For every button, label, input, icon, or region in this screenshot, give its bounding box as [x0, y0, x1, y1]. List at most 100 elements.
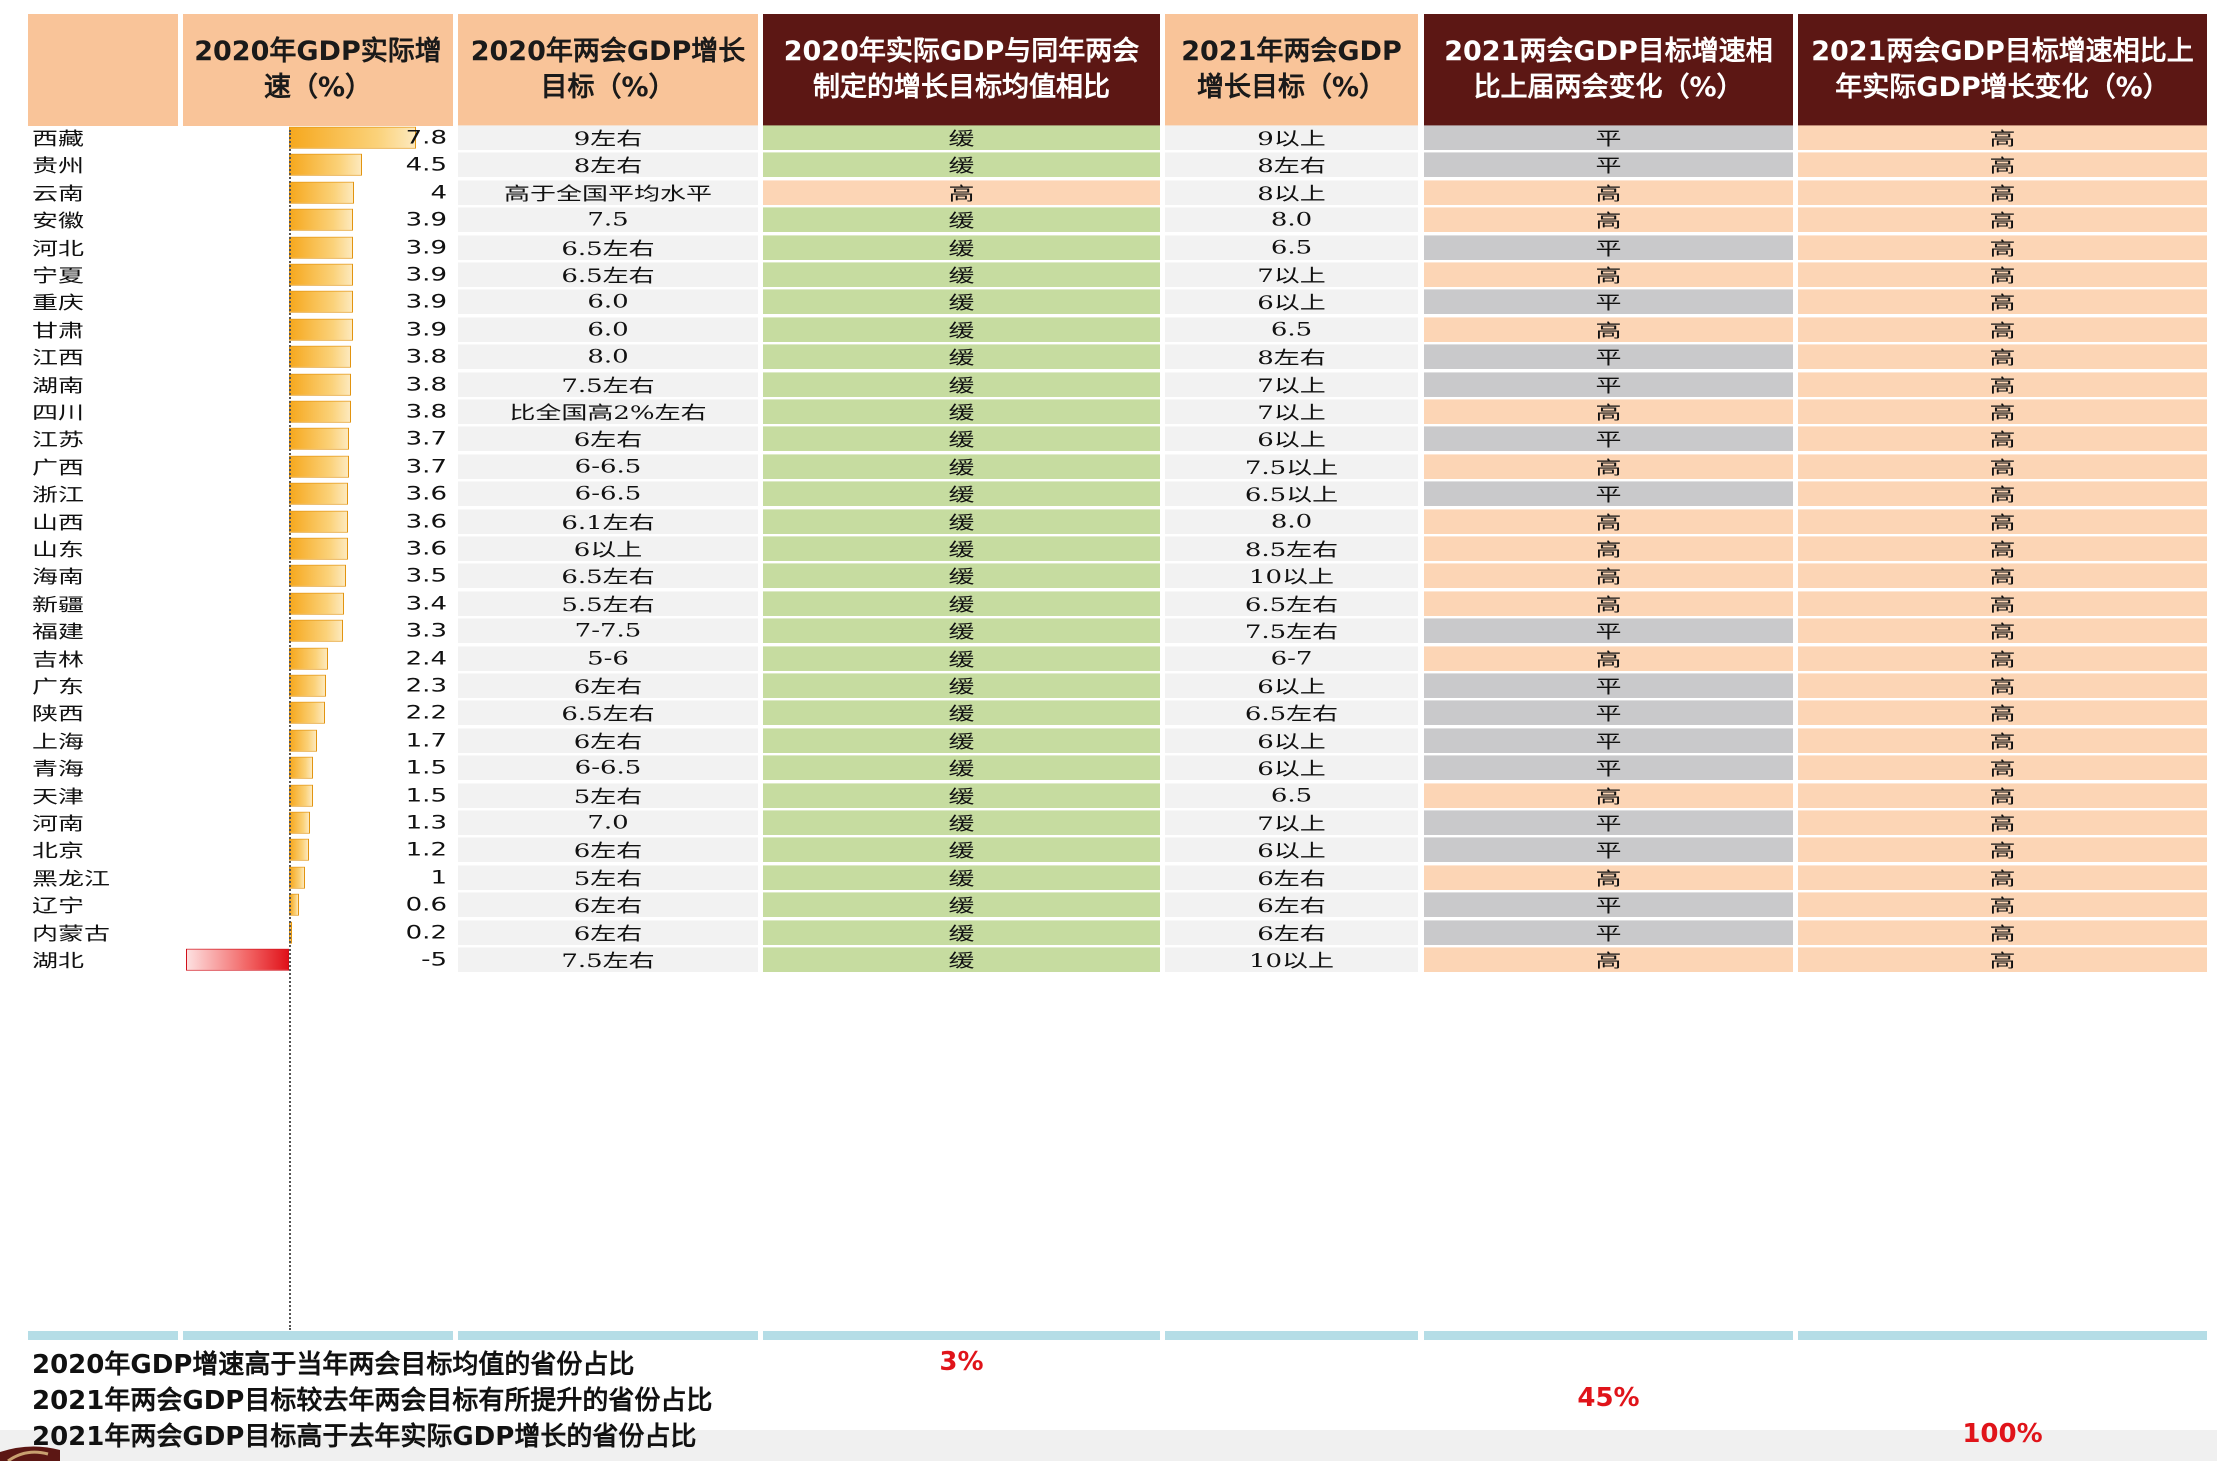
compare-cell: 缓	[763, 152, 1160, 178]
province-name: 辽宁	[32, 896, 85, 918]
province-name: 安徽	[32, 211, 85, 233]
province-name: 湖南	[32, 375, 85, 397]
growth-bar	[289, 482, 348, 505]
target-2020-cell: 7-7.5	[458, 618, 758, 644]
change-cell: 高	[1424, 947, 1793, 972]
growth-cell: 7.8	[183, 125, 453, 150]
change-cell: 高	[1424, 207, 1793, 233]
target-2020-cell: 6-6.5	[458, 481, 758, 507]
table-row: 广西 3.7 6-6.5 缓 7.5以上高高	[0, 453, 2217, 480]
province-name: 广东	[32, 676, 85, 698]
target-2021-cell: 6以上	[1165, 728, 1418, 753]
target-2020-cell: 5-6	[458, 645, 758, 671]
growth-value: 1.3	[405, 812, 447, 834]
table-row: 海南 3.5 6.5左右缓 10以上高高	[0, 562, 2217, 589]
header-growth: 2020年GDP实际增速（%）	[183, 14, 453, 126]
growth-cell: 3.5	[183, 564, 453, 589]
change-cell: 平	[1424, 810, 1793, 835]
compare-cell: 缓	[763, 755, 1160, 781]
growth-bar	[289, 208, 353, 231]
compare-cell: 缓	[763, 673, 1160, 698]
compare-cell: 缓	[763, 645, 1160, 671]
growth-value: 7.8	[405, 127, 447, 149]
growth-value: 3.6	[405, 510, 447, 532]
target-2021-cell: 6.5以上	[1165, 481, 1418, 507]
separator	[1798, 1331, 2207, 1340]
growth-value: 1.2	[405, 839, 447, 861]
target-2021-cell: 6以上	[1165, 426, 1418, 452]
target-2021-cell: 8左右	[1165, 152, 1418, 178]
separator	[183, 1331, 453, 1340]
header-compare: 2020年实际GDP与同年两会制定的增长目标均值相比	[763, 14, 1160, 126]
target-2020-cell: 6左右	[458, 673, 758, 698]
table-row: 河南 1.3 7.0 缓 7以上平高	[0, 809, 2217, 836]
compare-cell: 缓	[763, 289, 1160, 315]
compare-cell: 缓	[763, 728, 1160, 753]
growth-value: 3.6	[405, 538, 447, 560]
target-2021-cell: 6.5	[1165, 234, 1418, 260]
growth-value: 2.4	[405, 647, 447, 669]
header-change-text: 2021两会GDP目标增速相比上届两会变化（%）	[1444, 36, 1773, 103]
growth-value: 1	[430, 866, 447, 889]
separator	[28, 1331, 178, 1340]
target-2021-cell: 6左右	[1165, 865, 1418, 890]
change-cell: 高	[1424, 563, 1793, 589]
growth-value: 3.4	[405, 592, 447, 615]
growth-value: 3.3	[405, 620, 447, 642]
province-name: 内蒙古	[32, 923, 111, 945]
table-row: 湖南 3.8 7.5左右缓 7以上平高	[0, 371, 2217, 398]
growth-bar	[289, 565, 346, 587]
growth-value: 1.7	[405, 729, 447, 752]
growth-bar	[289, 729, 317, 752]
vs-actual-cell: 高	[1798, 371, 2207, 397]
target-2021-cell: 6以上	[1165, 837, 1418, 863]
target-2020-cell: 5左右	[458, 782, 758, 808]
change-cell: 高	[1424, 865, 1793, 890]
growth-bar	[289, 839, 309, 861]
growth-bar	[186, 948, 289, 971]
vs-actual-cell: 高	[1798, 262, 2207, 287]
province-name: 天津	[32, 786, 85, 808]
growth-bar	[289, 373, 351, 396]
vs-actual-cell: 高	[1798, 618, 2207, 644]
footer-row: 2021年两会GDP目标高于去年实际GDP增长的省份占比 100%	[0, 1419, 2217, 1452]
growth-cell: 3.6	[183, 536, 453, 561]
growth-bar	[289, 592, 345, 615]
target-2020-cell: 6.0	[458, 317, 758, 342]
province-name: 山东	[32, 539, 85, 561]
vs-actual-cell: 高	[1798, 289, 2207, 315]
compare-cell: 缓	[763, 837, 1160, 863]
growth-bar	[289, 291, 353, 313]
growth-cell: 3.4	[183, 591, 453, 616]
vs-actual-cell: 高	[1798, 728, 2207, 753]
growth-bar	[289, 537, 348, 560]
target-2020-cell: 6.5左右	[458, 234, 758, 260]
growth-cell: 3.7	[183, 454, 453, 479]
target-2021-cell: 8.5左右	[1165, 536, 1418, 561]
change-cell: 高	[1424, 317, 1793, 342]
growth-bar	[289, 619, 343, 642]
target-2021-cell: 10以上	[1165, 563, 1418, 589]
target-2020-cell: 6以上	[458, 536, 758, 561]
table-row: 浙江 3.6 6-6.5 缓 6.5以上平高	[0, 480, 2217, 507]
separator	[1424, 1331, 1793, 1340]
growth-value: 3.9	[405, 209, 447, 231]
province-name: 河南	[32, 813, 85, 835]
change-cell: 高	[1424, 782, 1793, 808]
header-vs-actual-text: 2021两会GDP目标增速相比上年实际GDP增长变化（%）	[1811, 36, 2194, 103]
table-row: 宁夏 3.9 6.5左右缓 7以上高高	[0, 261, 2217, 288]
growth-value: 4	[430, 181, 447, 204]
growth-cell: 1.5	[183, 783, 453, 808]
change-cell: 平	[1424, 618, 1793, 644]
growth-cell: 0.2	[183, 920, 453, 945]
target-2021-cell: 6以上	[1165, 673, 1418, 698]
vs-actual-cell: 高	[1798, 234, 2207, 260]
footer-strip	[0, 1430, 2217, 1461]
growth-cell: 0.6	[183, 893, 453, 918]
compare-cell: 缓	[763, 371, 1160, 397]
target-2020-cell: 6.0	[458, 289, 758, 315]
compare-cell: 高	[763, 180, 1160, 205]
target-2020-cell: 7.5左右	[458, 947, 758, 972]
table-row: 广东 2.3 6左右缓 6以上平高	[0, 672, 2217, 699]
